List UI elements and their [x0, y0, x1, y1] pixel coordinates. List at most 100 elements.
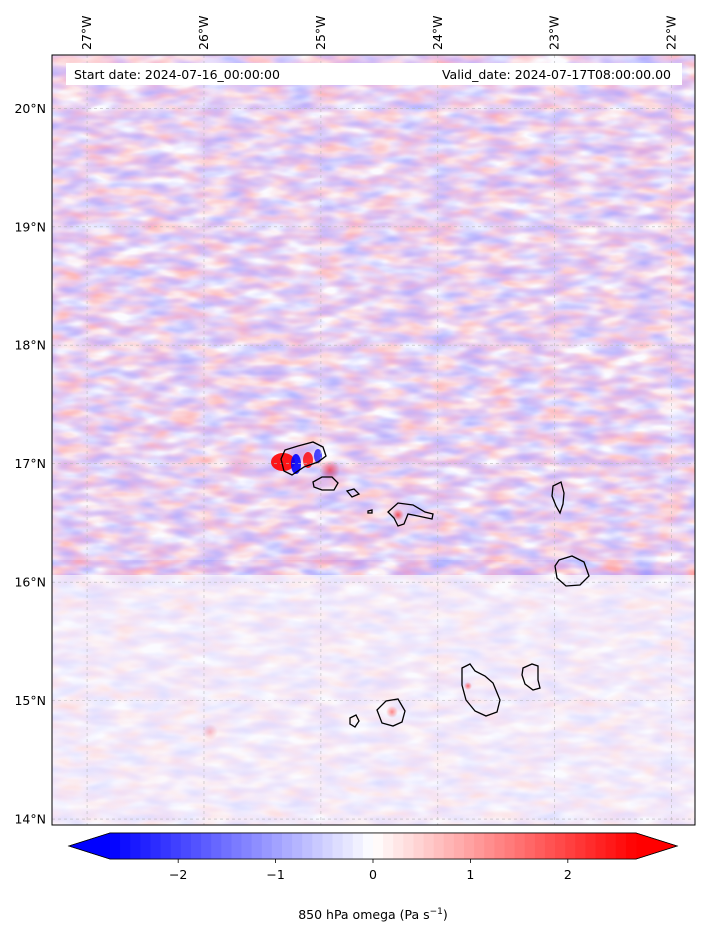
longitude-label: 27°W: [79, 15, 94, 50]
colorbar-level: [595, 833, 607, 859]
colorbar-level: [443, 833, 455, 859]
island-santa-luzia: [345, 488, 361, 498]
colorbar-extend-max: [636, 833, 677, 859]
latitude-label: 20°N: [14, 101, 46, 116]
island-boa-vista: [554, 555, 590, 587]
colorbar-level: [464, 833, 475, 859]
colorbar-level: [281, 833, 293, 859]
colorbar-level: [403, 833, 414, 859]
colorbar-level: [615, 833, 627, 859]
colorbar-level: [190, 833, 202, 859]
colorbar-level: [241, 833, 253, 859]
colorbar-level: [201, 833, 212, 859]
latitude-label: 15°N: [14, 693, 46, 708]
island-maio: [521, 663, 541, 691]
colorbar-tick-label: 1: [466, 867, 474, 882]
colorbar-level: [383, 833, 394, 859]
colorbar-level: [565, 833, 576, 859]
colorbar-level: [110, 833, 121, 859]
colorbar-level: [342, 833, 354, 859]
colorbar-level: [575, 833, 586, 859]
island-branco: [367, 509, 373, 514]
colorbar-tick-label: −1: [266, 867, 284, 882]
colorbar-level: [160, 833, 172, 859]
colorbar-level: [261, 833, 273, 859]
colorbar-level: [302, 833, 313, 859]
colorbar-levels: [110, 833, 637, 859]
start-date-label: Start date: 2024-07-16_00:00:00: [74, 67, 280, 82]
latitude-labels: 20°N 19°N 18°N 17°N 16°N 15°N 14°N: [14, 101, 46, 827]
colorbar-level: [120, 833, 131, 859]
colorbar-level: [413, 833, 425, 859]
colorbar-level: [312, 833, 323, 859]
longitude-label: 24°W: [430, 15, 445, 50]
omega-field-north: [52, 55, 695, 575]
colorbar-level: [180, 833, 192, 859]
colorbar-label: 850 hPa omega (Pa s−1): [298, 907, 448, 922]
island-santo-antao: [280, 441, 327, 476]
colorbar-extend-min: [69, 833, 110, 859]
colorbar-tick-label: 2: [564, 867, 572, 882]
colorbar-level: [373, 833, 384, 859]
colorbar-level: [322, 833, 334, 859]
map-gridlines: [52, 55, 695, 825]
colorbar-level: [231, 833, 242, 859]
omega-hotspots: [202, 509, 472, 740]
colorbar-level: [494, 833, 505, 859]
colorbar-level: [140, 833, 151, 859]
colorbar-outline: [67, 832, 679, 860]
island-brava: [349, 714, 360, 728]
colorbar-level: [474, 833, 485, 859]
valid-date-label: Valid_date: 2024-07-17T08:00:00.00: [442, 67, 671, 82]
colorbar-level: [211, 833, 222, 859]
colorbar-level: [423, 833, 435, 859]
latitude-label: 16°N: [14, 575, 46, 590]
colorbar-level: [555, 833, 566, 859]
colorbar-level: [352, 833, 364, 859]
colorbar-level: [625, 833, 637, 859]
longitude-label: 22°W: [664, 15, 679, 50]
colorbar-level: [534, 833, 546, 859]
map-frame: [51, 54, 696, 826]
colorbar-level: [605, 833, 617, 859]
island-santiago: [461, 663, 501, 717]
island-sal: [551, 481, 565, 515]
colorbar-ticks: −2 −1 0 1 2: [169, 859, 572, 882]
longitude-label: 26°W: [196, 15, 211, 50]
colorbar-level: [524, 833, 536, 859]
colorbar-level: [150, 833, 162, 859]
island-sao-nicolau: [387, 502, 434, 527]
colorbar-level: [453, 833, 465, 859]
latitude-label: 18°N: [14, 338, 46, 353]
colorbar-level: [251, 833, 263, 859]
colorbar-level: [433, 833, 445, 859]
latitude-label: 17°N: [14, 456, 46, 471]
colorbar-level: [271, 833, 283, 859]
colorbar-level: [544, 833, 556, 859]
colorbar: −2 −1 0 1 2 850 hPa omega (Pa s−1): [67, 832, 679, 922]
longitude-label: 23°W: [547, 15, 562, 50]
latitude-label: 14°N: [14, 812, 46, 827]
date-info-box: [66, 63, 682, 85]
longitude-label: 25°W: [313, 15, 328, 50]
latitude-label: 19°N: [14, 219, 46, 234]
colorbar-level: [504, 833, 516, 859]
colorbar-level: [130, 833, 141, 859]
colorbar-level: [484, 833, 495, 859]
colorbar-level: [362, 833, 374, 859]
island-fogo: [376, 698, 406, 727]
map-panel: Start date: 2024-07-16_00:00:00 Valid_da…: [51, 54, 696, 826]
omega-field: [52, 55, 695, 825]
colorbar-level: [221, 833, 232, 859]
colorbar-level: [332, 833, 344, 859]
omega-field-south: [52, 560, 695, 825]
colorbar-level: [514, 833, 526, 859]
island-sao-vicente: [312, 476, 339, 491]
colorbar-tick-label: −2: [169, 867, 187, 882]
colorbar-level: [585, 833, 597, 859]
colorbar-level: [393, 833, 404, 859]
omega-dipole-santo-antao: [271, 449, 340, 480]
colorbar-level: [292, 833, 303, 859]
coastlines: [280, 441, 590, 728]
